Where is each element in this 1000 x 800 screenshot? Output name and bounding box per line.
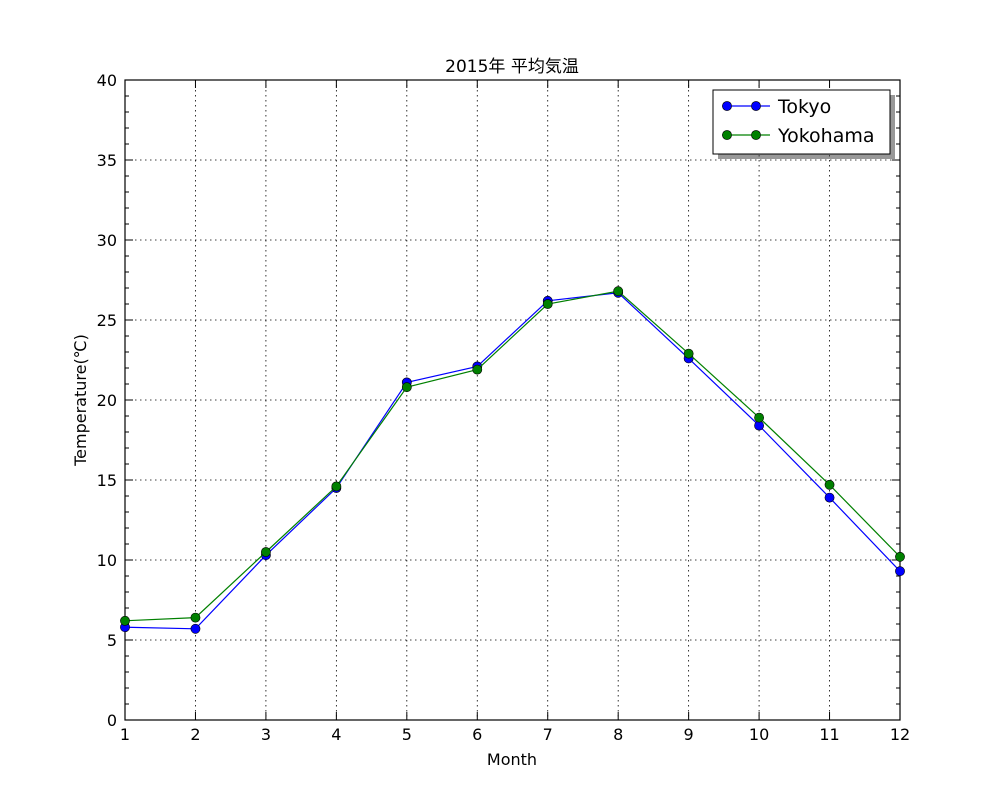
x-tick-label: 2 (190, 725, 200, 744)
series-line-yokohama (124, 290, 901, 622)
y-tick-label: 25 (97, 311, 117, 330)
data-point-yokohama (683, 348, 694, 359)
data-point-yokohama (120, 615, 130, 626)
x-tick-label: 6 (472, 725, 482, 744)
legend-marker-yokohama (751, 130, 761, 140)
x-tick-label: 10 (749, 725, 769, 744)
x-axis-label: Month (487, 750, 537, 769)
chart-title: 2015年 平均気温 (445, 57, 579, 77)
data-point-tokyo (895, 566, 905, 577)
data-point-yokohama (401, 382, 412, 393)
data-point-yokohama (331, 481, 342, 492)
legend-items: Tokyo Yokohama (722, 96, 875, 147)
data-point-yokohama (754, 412, 764, 423)
legend-marker-yokohama (722, 130, 732, 140)
x-tick-label: 5 (402, 725, 412, 744)
data-point-yokohama (895, 551, 905, 562)
x-tick-label: 3 (261, 725, 271, 744)
x-tick-label: 11 (819, 725, 839, 744)
data-point-yokohama (824, 479, 835, 490)
legend-marker-tokyo (722, 101, 732, 111)
x-tick-label: 12 (890, 725, 910, 744)
y-tick-label: 10 (97, 551, 117, 570)
y-tick-labels: 0 5 10 15 20 25 30 35 40 (97, 71, 117, 730)
legend-label-yokohama: Yokohama (777, 125, 875, 147)
x-tick-label: 7 (543, 725, 553, 744)
data-series (120, 286, 905, 634)
x-tick-label: 8 (613, 725, 623, 744)
data-point-yokohama (613, 286, 624, 297)
y-tick-label: 0 (107, 711, 117, 730)
data-point-yokohama (261, 547, 271, 557)
x-tick-labels: 1 2 3 4 5 6 7 8 9 10 11 12 (120, 725, 910, 744)
y-tick-label: 20 (97, 391, 117, 410)
y-tick-label: 35 (97, 151, 117, 170)
legend-label-tokyo: Tokyo (777, 96, 831, 118)
data-point-yokohama (472, 364, 483, 375)
data-point-tokyo (824, 492, 835, 503)
y-tick-label: 40 (97, 71, 117, 90)
y-tick-label: 30 (97, 231, 117, 250)
series-line-tokyo (124, 292, 901, 630)
plot-frame (124, 79, 901, 721)
legend-marker-tokyo (751, 101, 761, 111)
y-axis-label: Temperature(℃) (71, 334, 90, 467)
x-tick-label: 4 (331, 725, 341, 744)
x-tick-label: 9 (684, 725, 694, 744)
legend: Tokyo Yokohama (712, 89, 895, 159)
data-point-yokohama (542, 299, 553, 309)
x-tick-label: 1 (120, 725, 130, 744)
y-tick-label: 5 (107, 631, 117, 650)
legend-box (712, 89, 891, 155)
y-tick-label: 15 (97, 471, 117, 490)
data-point-yokohama (190, 612, 201, 623)
data-point-tokyo (190, 623, 201, 634)
